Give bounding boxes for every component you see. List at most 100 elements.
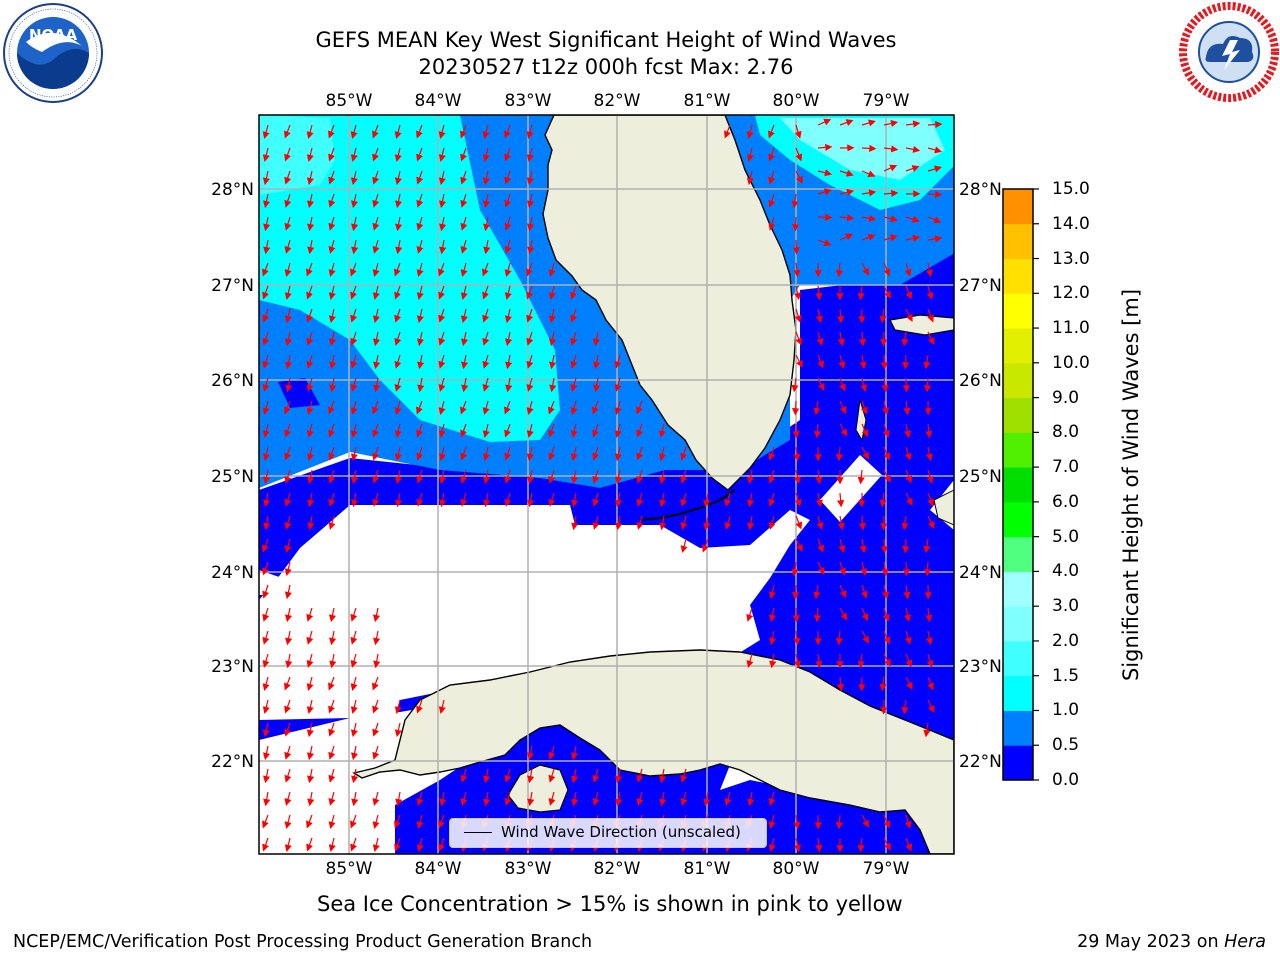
wind-wave-arrow (879, 308, 887, 324)
wind-wave-arrow (526, 331, 534, 346)
wind-wave-arrow (351, 791, 359, 807)
wind-wave-arrow (703, 515, 711, 531)
wind-wave-arrow (904, 262, 912, 277)
wind-wave-arrow (372, 745, 380, 760)
wind-wave-arrow (768, 515, 776, 530)
colorbar-cell (1003, 501, 1033, 538)
wind-wave-arrow (792, 423, 800, 439)
wind-wave-arrow (460, 124, 467, 139)
wind-wave-arrow (905, 120, 921, 128)
map-legend: Wind Wave Direction (unscaled) (449, 818, 767, 848)
wind-wave-arrow (905, 308, 913, 322)
wind-wave-arrow (680, 538, 688, 553)
wind-wave-arrow (350, 170, 358, 186)
wind-wave-arrow (438, 423, 446, 438)
wind-wave-arrow (636, 791, 644, 806)
wind-wave-arrow (795, 170, 803, 184)
wind-wave-arrow (815, 285, 823, 301)
wind-wave-arrow (350, 423, 358, 438)
wind-wave-arrow (328, 147, 335, 162)
wind-wave-arrow (526, 400, 534, 415)
wind-wave-arrow (883, 469, 891, 483)
wind-wave-arrow (328, 837, 336, 852)
wind-wave-arrow (861, 446, 869, 460)
wind-wave-arrow (438, 262, 445, 277)
wind-wave-arrow (927, 492, 934, 507)
wave-band-1.5-2.0-ne (780, 118, 945, 180)
wind-wave-arrow (861, 214, 877, 222)
wind-wave-arrow (284, 423, 291, 438)
wind-wave-arrow (461, 354, 469, 370)
wind-wave-arrow (439, 239, 447, 255)
wind-wave-arrow (328, 423, 335, 438)
wind-wave-arrow (416, 308, 424, 324)
wind-wave-arrow (795, 354, 803, 368)
wind-wave-arrow (328, 607, 337, 623)
wind-wave-arrow (416, 193, 424, 208)
wind-wave-arrow (504, 331, 513, 347)
lat-left-27: 27°N (211, 276, 254, 296)
wind-wave-arrow (372, 331, 381, 347)
wind-wave-arrow (860, 400, 868, 415)
wind-wave-arrow (792, 607, 800, 623)
wind-wave-arrow (262, 745, 271, 761)
wind-wave-arrow (636, 423, 643, 438)
wind-wave-arrow (483, 216, 491, 232)
wind-wave-arrow (549, 354, 557, 370)
wind-wave-arrow (817, 118, 832, 126)
wind-wave-arrow (504, 768, 512, 783)
wind-wave-arrow (526, 308, 534, 323)
wind-wave-arrow (680, 791, 688, 806)
wind-wave-arrow (416, 124, 423, 139)
wind-wave-arrow (284, 285, 292, 300)
wind-wave-arrow (350, 193, 359, 209)
wind-wave-arrow (504, 124, 511, 139)
wind-wave-arrow (350, 630, 358, 645)
wind-wave-arrow (837, 515, 845, 531)
wind-wave-arrow (460, 469, 468, 484)
wind-wave-arrow (791, 193, 799, 209)
wind-wave-arrow (439, 791, 447, 807)
wind-wave-arrow (614, 469, 623, 485)
wind-wave-arrow (816, 515, 824, 530)
wind-wave-arrow (636, 446, 644, 461)
wind-wave-arrow (903, 400, 911, 416)
wind-wave-arrow (857, 837, 865, 853)
wind-wave-arrow (306, 147, 314, 162)
wind-wave-arrow (794, 124, 802, 139)
wind-wave-arrow (636, 469, 644, 484)
no-data-east-diamond (820, 455, 882, 522)
wind-wave-arrow (816, 331, 824, 346)
colorbar-tick-label: 4.0 (1052, 561, 1080, 582)
wind-wave-arrow (328, 469, 336, 484)
wind-wave-arrow (570, 446, 578, 462)
wind-wave-arrow (724, 791, 732, 806)
wind-wave-arrow (835, 446, 843, 462)
wind-wave-arrow (927, 331, 935, 345)
wind-wave-arrow (306, 722, 314, 738)
wind-wave-arrow (769, 653, 777, 669)
colorbar-cell (1003, 189, 1033, 225)
wind-wave-arrow (394, 262, 401, 277)
wind-wave-arrow (615, 791, 623, 807)
wind-wave-arrow (904, 630, 912, 645)
wind-wave-arrow (817, 354, 824, 369)
lon-bottom-84: 84°W (415, 859, 462, 879)
colorbar-cell (1003, 606, 1033, 642)
colorbar-tick-label: 3.0 (1052, 596, 1080, 617)
wind-wave-arrow (306, 676, 314, 691)
wind-wave-arrow (795, 147, 803, 162)
wind-wave-arrow (328, 515, 336, 530)
wind-wave-arrow (306, 469, 315, 485)
wind-wave-arrow (791, 377, 799, 393)
wind-wave-arrow (659, 791, 667, 807)
wind-wave-arrow (839, 188, 855, 196)
colorbar-tick-label: 5.0 (1052, 526, 1080, 547)
wind-wave-arrow (394, 193, 403, 209)
wind-wave-arrow (263, 768, 271, 784)
wind-wave-arrow (372, 262, 380, 277)
wind-wave-arrow (571, 515, 579, 531)
wind-wave-arrow (351, 768, 359, 784)
wind-wave-arrow (927, 235, 943, 243)
colorbar-cell (1003, 745, 1033, 781)
